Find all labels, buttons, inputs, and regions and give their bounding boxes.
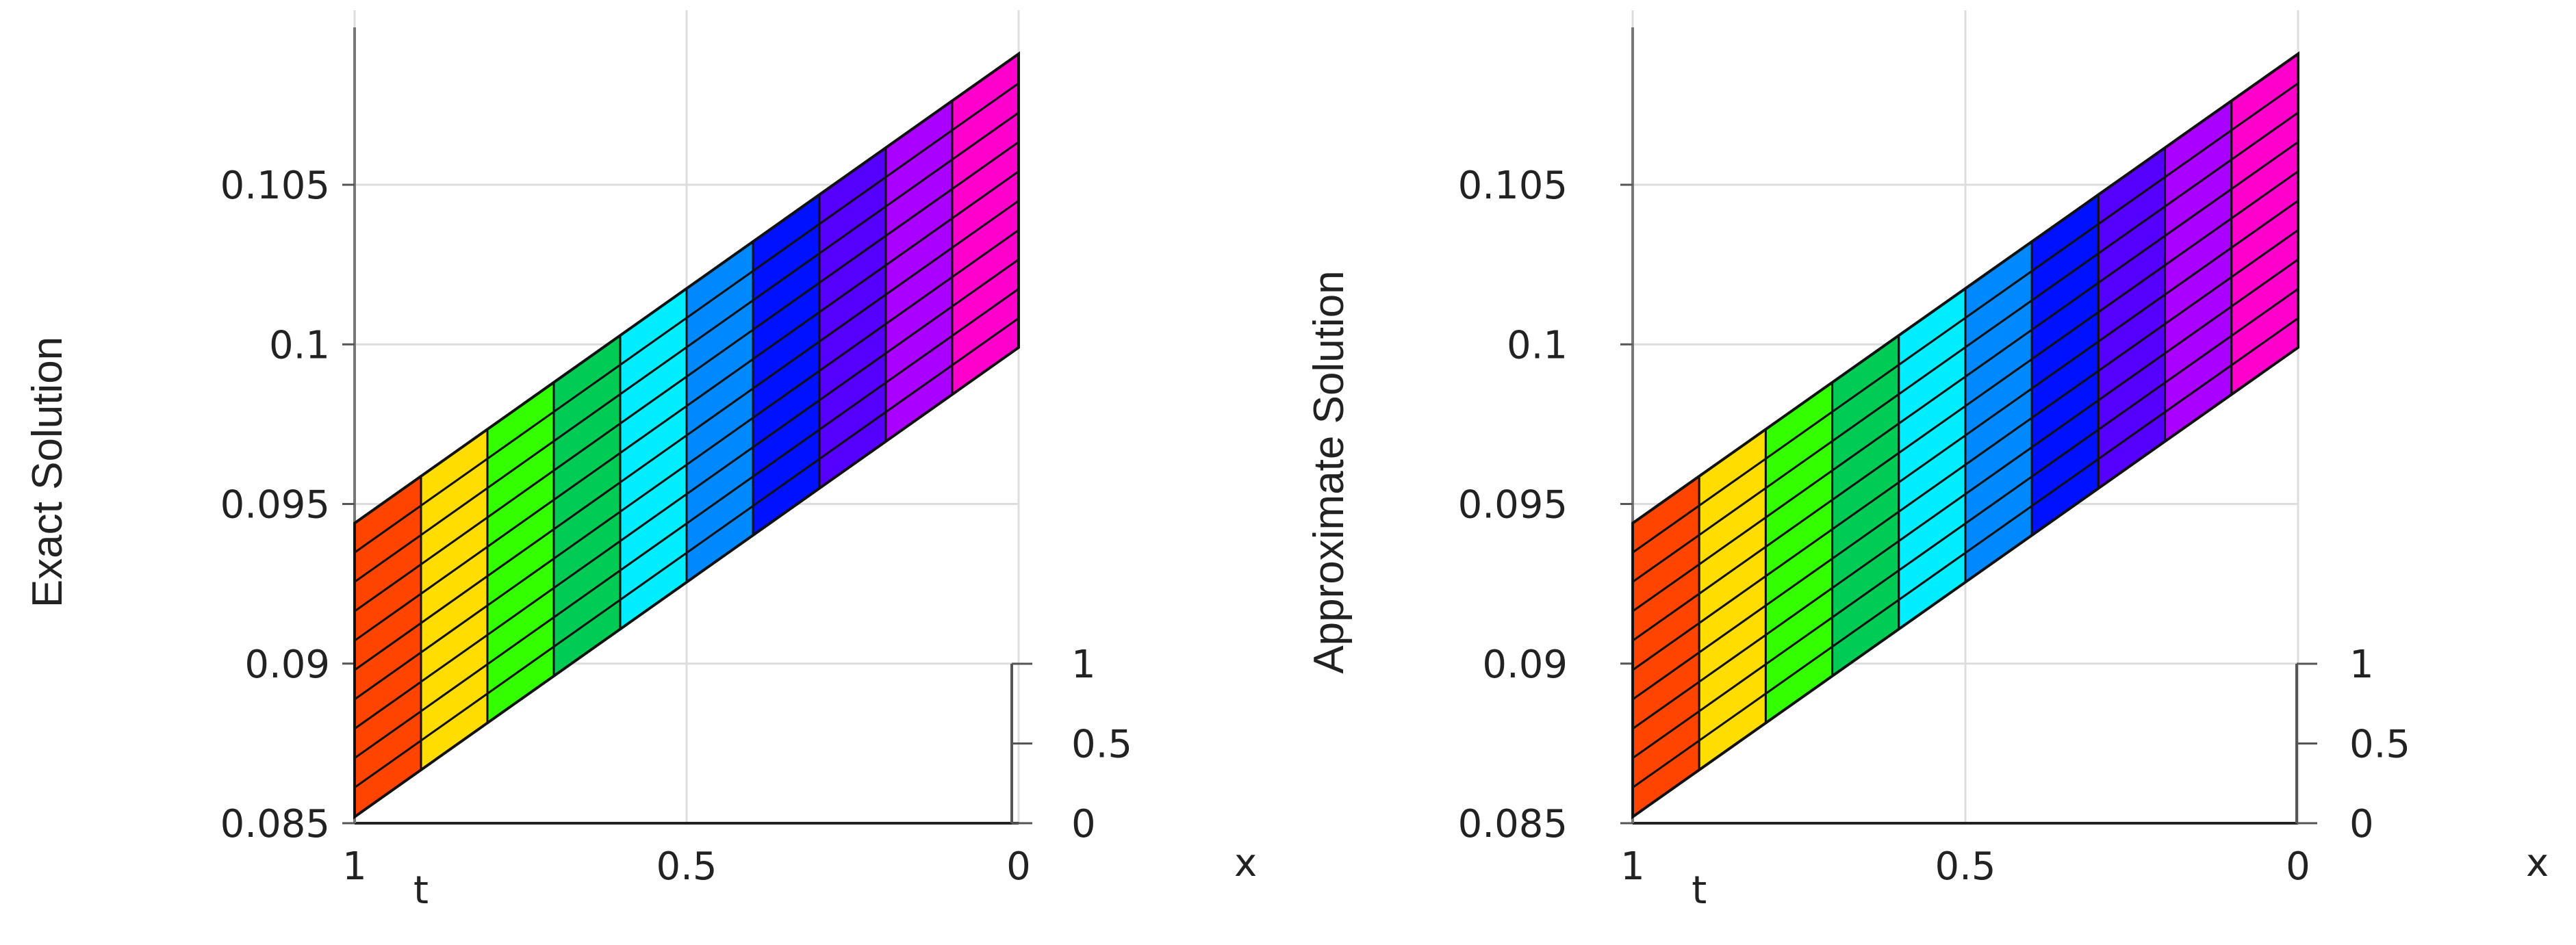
axis-labels: 0.085 0.09 0.095 0.1 0.105 1 0.5 0 1 0.5… xyxy=(24,164,1257,913)
t-tick-label: 0 xyxy=(2286,844,2310,889)
x-tick-label: 1 xyxy=(1071,643,1096,687)
z-tick-label: 0.09 xyxy=(1482,643,1568,687)
x-axis-label: x xyxy=(1234,841,1257,885)
surface-mesh xyxy=(1631,51,2299,820)
surface-mesh xyxy=(353,51,1020,820)
approximate-solution-panel: 0.085 0.09 0.095 0.1 0.105 1 0.5 0 1 0.5… xyxy=(1305,10,2549,913)
z-tick-label: 0.1 xyxy=(1507,323,1568,367)
t-tick-label: 0.5 xyxy=(656,844,717,889)
t-axis-label: t xyxy=(1692,868,1707,913)
z-tick-label: 0.105 xyxy=(220,164,330,208)
t-axis-label: t xyxy=(413,868,429,913)
x-tick-label: 0.5 xyxy=(1071,723,1132,767)
t-tick-label: 1 xyxy=(342,844,367,889)
z-tick-label: 0.095 xyxy=(220,483,330,528)
z-tick-label: 0.085 xyxy=(1458,802,1568,846)
t-tick-label: 0 xyxy=(1006,844,1031,889)
surface-outline xyxy=(1631,51,2299,820)
t-tick-label: 0.5 xyxy=(1935,844,1995,889)
z-tick-label: 0.1 xyxy=(269,323,330,367)
x-tick-label: 0.5 xyxy=(2349,723,2410,767)
z-tick-label: 0.095 xyxy=(1458,483,1568,528)
x-tick-label: 0 xyxy=(2349,802,2374,846)
t-tick-label: 1 xyxy=(1620,844,1645,889)
axis-labels: 0.085 0.09 0.095 0.1 0.105 1 0.5 0 1 0.5… xyxy=(1305,164,2549,913)
z-tick-label: 0.09 xyxy=(244,643,330,687)
x-tick-label: 0 xyxy=(1071,802,1096,846)
x-axis-label: x xyxy=(2526,841,2549,885)
z-tick-label: 0.105 xyxy=(1458,164,1568,208)
z-axis-label: Approximate Solution xyxy=(1305,270,1353,673)
z-tick-label: 0.085 xyxy=(220,802,330,846)
x-tick-label: 1 xyxy=(2349,643,2374,687)
surface-outline xyxy=(353,51,1020,820)
z-axis-label: Exact Solution xyxy=(24,337,71,608)
exact-solution-panel: 0.085 0.09 0.095 0.1 0.105 1 0.5 0 1 0.5… xyxy=(24,10,1257,913)
